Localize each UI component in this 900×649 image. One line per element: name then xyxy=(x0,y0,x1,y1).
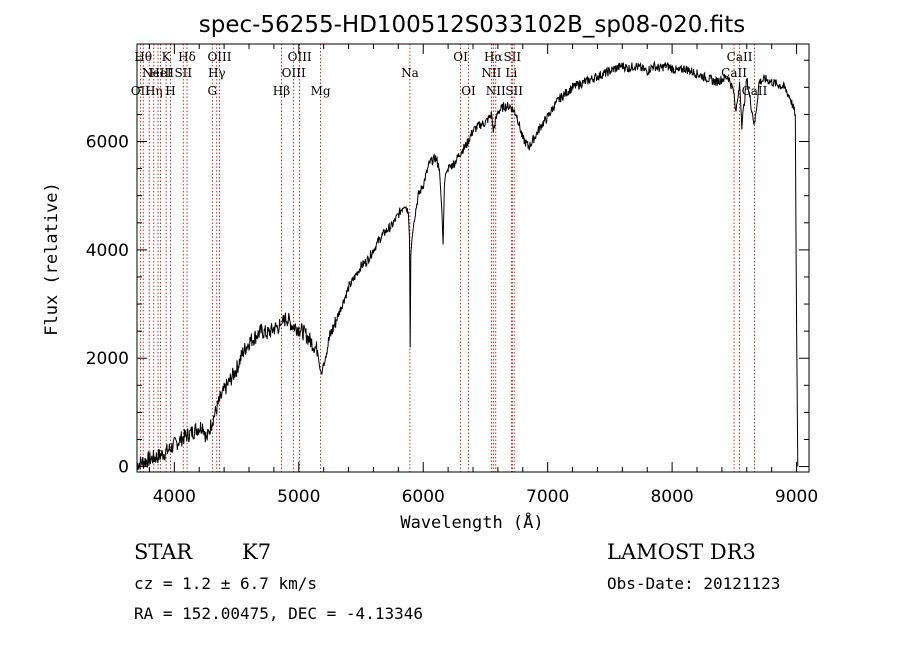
spectral-line-label: OI xyxy=(453,50,468,64)
spectral-line-label: SII xyxy=(503,50,521,64)
object-class: STAR xyxy=(134,540,193,564)
observation-date: Obs-Date: 20121123 xyxy=(607,574,781,593)
x-tick-label: 9000 xyxy=(775,487,818,507)
spectral-line-label: OIII xyxy=(207,50,231,64)
spectral-line-label: HeI xyxy=(149,66,172,80)
spectral-line-label: Na xyxy=(401,66,419,80)
y-tick-label: 6000 xyxy=(86,133,129,153)
spectral-line-label: OI xyxy=(461,84,476,98)
redshift-velocity: cz = 1.2 ± 6.7 km/s xyxy=(134,574,318,593)
chart-title: spec-56255-HD100512S033102B_sp08-020.fit… xyxy=(199,12,745,38)
x-tick-label: 6000 xyxy=(402,487,445,507)
spectral-line-label: SII xyxy=(505,84,523,98)
spectral-line-label: NII xyxy=(481,66,501,80)
y-tick-label: 2000 xyxy=(86,349,129,369)
y-tick-label: 4000 xyxy=(86,241,129,261)
spectral-line-label: OIII xyxy=(282,66,306,80)
spectral-line-label: Mg xyxy=(311,84,331,98)
spectral-line-label: Hη xyxy=(145,84,163,98)
spectral-line-label: K xyxy=(162,50,172,64)
spectral-lines-layer: OIIHθHηNeIIIHeIKHSIIHδGHγOIIIHβOIIIOIIIM… xyxy=(131,44,768,472)
x-axis-label: Wavelength (Å) xyxy=(400,511,543,533)
spectral-line-label: G xyxy=(207,84,217,98)
coordinates: RA = 152.00475, DEC = -4.13346 xyxy=(134,604,423,623)
axis-ticks-layer: 4000 5000 6000 7000 8000 9000 0 2000 4000 6000 xyxy=(86,44,818,507)
spectral-line-label: NII xyxy=(486,84,506,98)
spectrum-layer xyxy=(136,60,799,470)
spectral-line-label: OII xyxy=(131,84,151,98)
spectral-line-label: SII xyxy=(174,66,192,80)
spectral-line-label: Hδ xyxy=(178,50,196,64)
spectral-line-label: Li xyxy=(505,66,517,80)
y-axis-label: Flux (relative) xyxy=(42,182,62,336)
spectral-line-label: CaII xyxy=(721,66,747,80)
spectral-line-label: H xyxy=(165,84,175,98)
spectrum-line xyxy=(136,60,799,470)
x-tick-label: 5000 xyxy=(277,487,320,507)
y-tick-label: 0 xyxy=(118,458,129,478)
survey-name: LAMOST DR3 xyxy=(607,540,756,564)
x-tick-label: 4000 xyxy=(153,487,196,507)
plot-frame xyxy=(136,43,810,473)
x-tick-label: 7000 xyxy=(526,487,569,507)
spectral-line-label: CaII xyxy=(727,50,753,64)
object-subclass: K7 xyxy=(242,540,272,564)
spectral-line-label: Hγ xyxy=(208,66,226,80)
spectral-line-label: OIII xyxy=(288,50,312,64)
x-tick-label: 8000 xyxy=(650,487,693,507)
spectral-line-label: Hβ xyxy=(273,84,290,98)
spectral-line-label: Hα xyxy=(484,50,503,64)
